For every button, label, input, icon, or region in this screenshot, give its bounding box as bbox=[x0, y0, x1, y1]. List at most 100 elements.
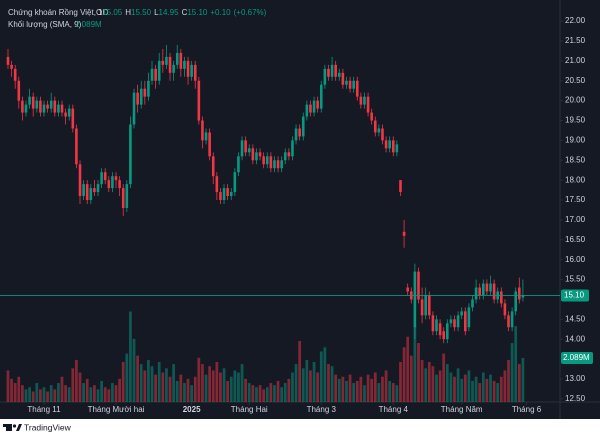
candle-body bbox=[233, 172, 237, 193]
volume-bar bbox=[291, 372, 294, 402]
candle-body bbox=[352, 80, 355, 89]
candle-body bbox=[262, 156, 265, 165]
candle-body bbox=[147, 80, 150, 97]
volume-bar bbox=[294, 364, 298, 402]
volume-bar bbox=[359, 376, 363, 402]
candle-body bbox=[442, 331, 445, 340]
candle-body bbox=[305, 104, 309, 117]
logo-part bbox=[12, 424, 17, 428]
candle-body bbox=[201, 120, 204, 141]
volume-bar bbox=[503, 370, 507, 402]
candle-body bbox=[330, 64, 334, 77]
candle-body bbox=[345, 80, 348, 85]
volume-bar bbox=[399, 362, 402, 402]
y-tick-label: 17.00 bbox=[565, 215, 586, 224]
volume-bar bbox=[150, 366, 154, 402]
candle-body bbox=[395, 144, 399, 153]
volume-bar bbox=[337, 378, 341, 402]
candle-body bbox=[161, 60, 165, 65]
volume-title: Khối lượng (SMA, 9) bbox=[8, 20, 82, 29]
candle-body bbox=[71, 108, 75, 129]
x-tick-label: 2025 bbox=[183, 405, 201, 414]
candle-body bbox=[341, 72, 345, 85]
y-tick-label: 22.00 bbox=[565, 16, 586, 25]
volume-bar bbox=[75, 359, 78, 402]
volume-bar bbox=[139, 364, 143, 402]
chart-title: Chứng khoán Rồng Việt, 1D bbox=[8, 8, 109, 17]
logo-part bbox=[6, 424, 12, 431]
candle-body bbox=[377, 128, 381, 133]
volume-bar bbox=[49, 385, 53, 402]
candle-body bbox=[89, 188, 93, 201]
candle-body bbox=[67, 108, 71, 117]
volume-value: 2.089M bbox=[75, 20, 102, 29]
volume-bar bbox=[323, 347, 327, 402]
volume-bar bbox=[251, 385, 255, 402]
ohlc-key: L bbox=[154, 8, 159, 17]
candle-body bbox=[348, 80, 352, 89]
volume-bar bbox=[373, 372, 377, 402]
volume-bar bbox=[255, 387, 258, 402]
candle-body bbox=[46, 104, 49, 109]
candle-body bbox=[255, 152, 258, 161]
candle-body bbox=[269, 156, 273, 169]
volume-bar bbox=[316, 372, 320, 402]
volume-bar bbox=[244, 378, 248, 402]
x-tick-label: Tháng Năm bbox=[441, 405, 483, 414]
candle-body bbox=[514, 291, 518, 312]
candle-body bbox=[251, 148, 255, 161]
volume-bar bbox=[413, 326, 417, 402]
volume-bar bbox=[229, 376, 233, 402]
volume-bar bbox=[406, 336, 410, 402]
volume-bar bbox=[168, 376, 172, 402]
y-tick-label: 16.50 bbox=[565, 235, 586, 244]
candle-body bbox=[24, 104, 28, 113]
candle-body bbox=[75, 128, 78, 165]
y-tick-label: 20.00 bbox=[565, 96, 586, 105]
candle-body bbox=[197, 80, 201, 121]
volume-bar bbox=[13, 383, 17, 402]
volume-bar bbox=[276, 380, 280, 402]
footer: TradingView bbox=[3, 422, 72, 432]
candle-body bbox=[406, 287, 409, 292]
y-tick-label: 14.00 bbox=[565, 334, 586, 343]
volume-bar bbox=[118, 378, 121, 402]
candle-body bbox=[78, 164, 82, 197]
y-tick-label: 18.00 bbox=[565, 175, 586, 184]
volume-bar bbox=[467, 370, 471, 402]
volume-bar bbox=[129, 311, 132, 402]
ohlc-value: 15.50 bbox=[131, 8, 152, 17]
candle-body bbox=[391, 140, 395, 153]
volume-bar bbox=[471, 380, 474, 402]
candle-body bbox=[35, 100, 39, 109]
candle-body bbox=[244, 140, 247, 153]
candle-body bbox=[247, 148, 251, 153]
candle-body bbox=[132, 92, 136, 125]
volume-bar bbox=[420, 359, 424, 402]
candle-body bbox=[424, 295, 427, 316]
volume-bar bbox=[186, 378, 190, 402]
volume-bar bbox=[89, 387, 93, 402]
volume-bar bbox=[222, 368, 226, 402]
volume-bar bbox=[226, 380, 230, 402]
candle-body bbox=[226, 188, 229, 197]
volume-bar bbox=[211, 370, 215, 402]
volume-bar bbox=[478, 383, 482, 402]
volume-bar bbox=[258, 385, 262, 402]
candle-body bbox=[111, 176, 114, 189]
volume-bar bbox=[312, 362, 316, 402]
candle-body bbox=[103, 172, 107, 181]
volume-bar bbox=[510, 343, 514, 402]
candle-body bbox=[49, 100, 53, 109]
candle-body bbox=[93, 188, 96, 193]
volume-bar bbox=[460, 378, 464, 402]
candle-body bbox=[121, 188, 125, 208]
volume-bar bbox=[489, 374, 492, 402]
volume-bar bbox=[172, 364, 175, 402]
volume-bar bbox=[402, 347, 406, 402]
volume-bar bbox=[147, 359, 150, 402]
candle-body bbox=[518, 287, 521, 300]
volume-bar bbox=[42, 387, 46, 402]
candle-body bbox=[489, 283, 492, 292]
